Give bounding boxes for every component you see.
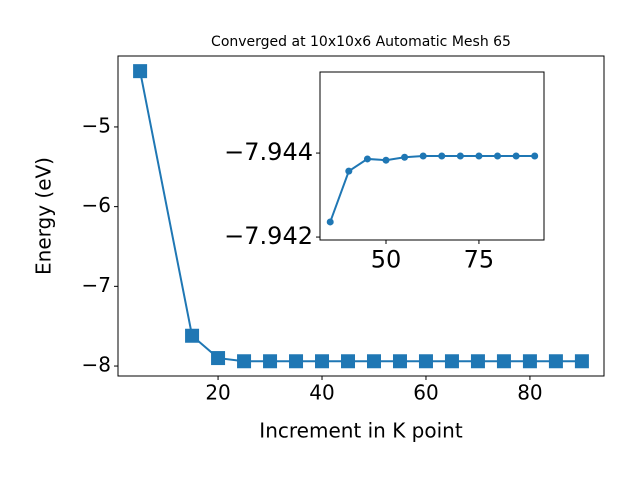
chart-title: Converged at 10x10x6 Automatic Mesh 65 bbox=[211, 34, 511, 50]
marker bbox=[382, 156, 390, 164]
marker bbox=[419, 152, 427, 160]
marker bbox=[366, 354, 381, 369]
marker bbox=[548, 354, 563, 369]
marker bbox=[289, 354, 304, 369]
marker bbox=[211, 351, 226, 366]
marker bbox=[522, 354, 537, 369]
marker bbox=[418, 354, 433, 369]
x-tick-label: 50 bbox=[371, 245, 402, 273]
x-tick-label: 80 bbox=[517, 381, 542, 405]
x-tick-label: 40 bbox=[309, 381, 334, 405]
y-axis-label: Energy (eV) bbox=[32, 157, 56, 275]
marker bbox=[133, 64, 148, 79]
x-tick-label: 75 bbox=[464, 245, 495, 273]
y-tick-label: −6 bbox=[82, 193, 111, 217]
marker bbox=[470, 354, 485, 369]
marker bbox=[496, 354, 511, 369]
marker bbox=[363, 155, 371, 163]
marker bbox=[345, 167, 353, 175]
marker bbox=[438, 152, 446, 160]
y-tick-label: −5 bbox=[82, 113, 111, 137]
x-tick-label: 60 bbox=[413, 381, 438, 405]
marker bbox=[574, 354, 589, 369]
marker bbox=[326, 218, 334, 226]
marker bbox=[456, 152, 464, 160]
x-tick-label: 20 bbox=[205, 381, 230, 405]
y-tick-label: −8 bbox=[82, 353, 111, 377]
x-axis-label: Increment in K point bbox=[259, 419, 463, 443]
marker bbox=[315, 354, 330, 369]
y-tick-label: −7.944 bbox=[224, 138, 313, 166]
y-tick-label: −7.942 bbox=[224, 222, 313, 250]
marker bbox=[475, 152, 483, 160]
marker bbox=[392, 354, 407, 369]
marker bbox=[494, 152, 502, 160]
marker bbox=[341, 354, 356, 369]
marker bbox=[401, 153, 409, 161]
marker bbox=[185, 328, 200, 343]
marker bbox=[531, 152, 539, 160]
marker bbox=[237, 354, 252, 369]
y-tick-label: −7 bbox=[82, 273, 111, 297]
marker bbox=[512, 152, 520, 160]
marker bbox=[444, 354, 459, 369]
marker bbox=[263, 354, 278, 369]
